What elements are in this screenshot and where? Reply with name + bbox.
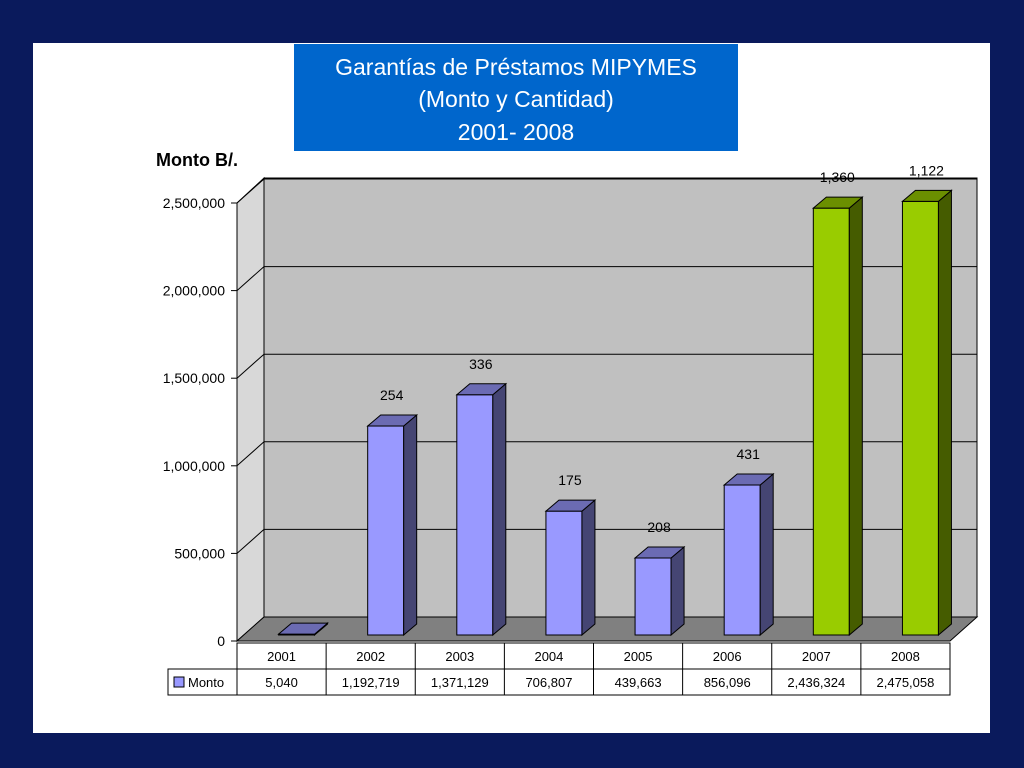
plot-floor <box>235 616 979 642</box>
y-tick-label: 1,000,000 <box>163 458 225 474</box>
bar-data-label: 336 <box>469 356 493 372</box>
legend-swatch <box>173 676 185 688</box>
table-category-label: 2005 <box>624 649 653 664</box>
table-value-cell: 2,475,058 <box>877 675 935 690</box>
bar-front <box>367 425 405 636</box>
title-box: Garantías de Préstamos MIPYMES (Monto y … <box>294 44 738 151</box>
bar-data-label: 254 <box>380 387 404 403</box>
bar-data-label: 208 <box>647 519 671 535</box>
table-category-label: 2006 <box>713 649 742 664</box>
bar-front <box>545 510 583 636</box>
table-value-cell: 856,096 <box>704 675 751 690</box>
y-tick-label: 2,500,000 <box>163 195 225 211</box>
gridline-diagonal <box>236 178 265 204</box>
bar-2006 <box>722 472 775 637</box>
bar-front <box>723 484 761 636</box>
bar-front <box>901 200 939 636</box>
bar-2008 <box>901 189 953 637</box>
bar-data-label: 431 <box>737 446 761 462</box>
gridline-diagonal <box>236 441 265 467</box>
bar-2004 <box>544 499 597 637</box>
bar-2005 <box>633 545 686 637</box>
y-tick-label: 2,000,000 <box>163 283 225 299</box>
bar-side <box>670 545 685 637</box>
table-category-label: 2001 <box>267 649 296 664</box>
bar-top <box>277 622 329 635</box>
table-value-cell: 1,192,719 <box>342 675 400 690</box>
bar-top <box>633 546 686 559</box>
title-line-1: Garantías de Préstamos MIPYMES <box>335 54 697 80</box>
table-value-cell: 5,040 <box>265 675 298 690</box>
y-tick-label: 0 <box>217 633 225 649</box>
y-axis-label: Monto B/. <box>156 150 238 170</box>
table-category-label: 2002 <box>356 649 385 664</box>
table-category-label: 2008 <box>891 649 920 664</box>
bar-front <box>812 207 850 636</box>
bar-top <box>455 383 508 396</box>
bar-front <box>634 557 672 636</box>
table-value-cell: 2,436,324 <box>787 675 845 690</box>
bar-2003 <box>455 382 508 637</box>
table-data-row <box>167 668 951 696</box>
table-value-cell: 706,807 <box>525 675 572 690</box>
bar-data-label: 175 <box>558 472 582 488</box>
bar-data-label: 1,122 <box>909 162 944 178</box>
table-value-cell: 439,663 <box>615 675 662 690</box>
y-tick-label: 500,000 <box>174 545 225 561</box>
bar-side <box>848 196 863 637</box>
table-category-label: 2007 <box>802 649 831 664</box>
bar-2002 <box>366 413 419 637</box>
bar-2001 <box>277 622 329 637</box>
title-line-3: 2001- 2008 <box>457 119 575 145</box>
bar-top <box>366 414 419 427</box>
bar-side <box>759 472 774 637</box>
bar-top <box>722 473 775 486</box>
bar-2007 <box>811 196 864 637</box>
bar-side <box>492 382 507 637</box>
bar-front <box>456 394 494 636</box>
legend-series-label: Monto <box>188 675 224 690</box>
bar-top <box>544 499 597 512</box>
gridline-diagonal <box>236 529 265 554</box>
title-line-2: (Monto y Cantidad) <box>418 86 614 112</box>
plot-side-wall <box>236 176 265 643</box>
bar-side <box>937 189 952 637</box>
table-value-cell: 1,371,129 <box>431 675 489 690</box>
gridline-diagonal <box>236 266 265 291</box>
bar-top <box>901 189 953 202</box>
y-tick-label: 1,500,000 <box>163 370 225 386</box>
bar-side <box>403 413 418 637</box>
gridline-diagonal <box>236 353 265 379</box>
bar-top <box>811 196 864 209</box>
bar-side <box>581 499 596 637</box>
table-category-label: 2004 <box>534 649 563 664</box>
table-category-label: 2003 <box>445 649 474 664</box>
bar-data-label: 1,360 <box>820 169 855 185</box>
